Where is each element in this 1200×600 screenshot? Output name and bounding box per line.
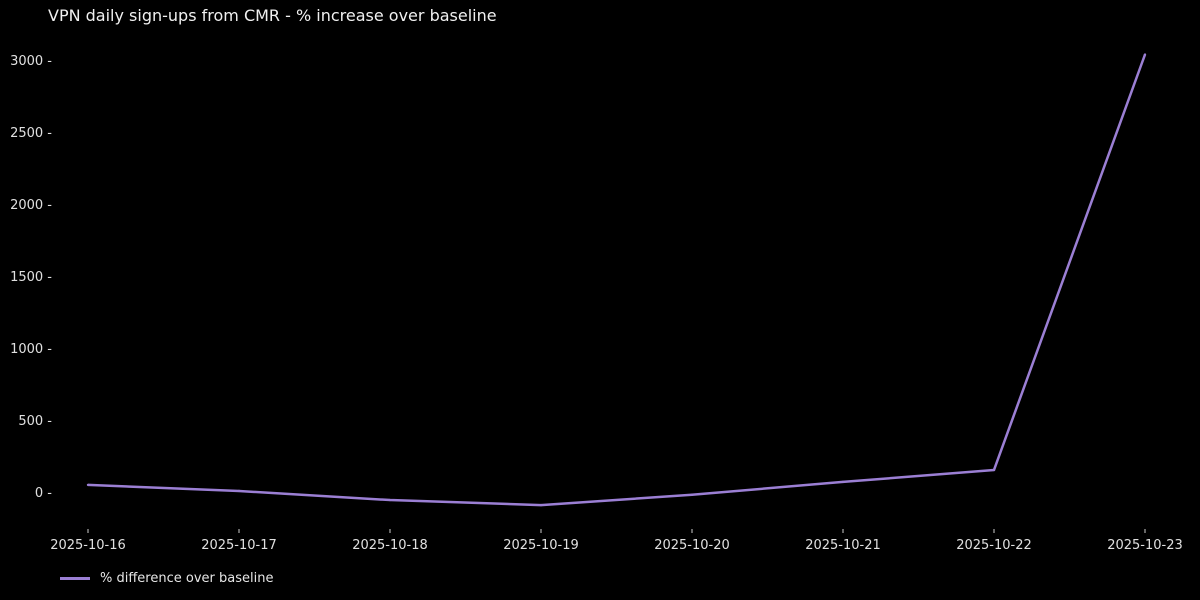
x-tick-label: 2025-10-16 [50,538,126,553]
y-tick-label: 0 - [35,486,52,501]
y-tick-label: 500 - [18,414,52,429]
y-tick-label: 2000 - [10,198,52,213]
x-tick-label: 2025-10-21 [805,538,881,553]
series-line [87,54,1147,507]
legend-swatch [60,577,90,580]
data-point [388,498,392,502]
chart-title: VPN daily sign-ups from CMR - % increase… [48,6,497,25]
data-point [690,493,694,496]
x-tick-label: 2025-10-19 [503,538,579,553]
data-point [86,483,90,487]
x-tick-label: 2025-10-23 [1107,538,1183,553]
x-tick-label: 2025-10-17 [201,538,277,553]
y-tick-label: 1000 - [10,342,52,357]
data-point [237,489,241,493]
legend-label: % difference over baseline [100,571,274,586]
data-point [841,480,845,484]
y-tick-label: 2500 - [10,126,52,141]
y-tick-label: 1500 - [10,270,52,285]
data-point [539,503,543,507]
data-point [1143,53,1147,56]
x-tick-label: 2025-10-18 [352,538,428,553]
legend: % difference over baseline [60,571,273,586]
y-tick-label: 3000 - [10,54,52,69]
x-tick-label: 2025-10-20 [654,538,730,553]
x-tick-label: 2025-10-22 [956,538,1032,553]
data-point [992,468,996,472]
